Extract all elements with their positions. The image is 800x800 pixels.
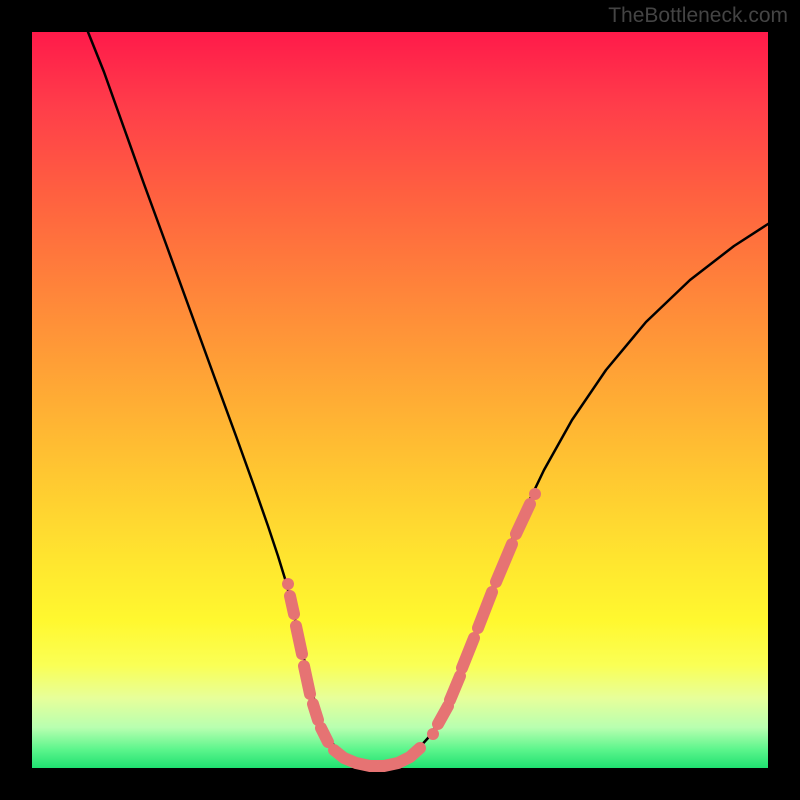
accent-left-seg-4 (321, 728, 328, 742)
accent-right-dot-1 (529, 488, 541, 500)
plot-background (32, 32, 768, 768)
accent-left-seg-3 (313, 704, 318, 720)
bottleneck-chart (0, 0, 800, 800)
accent-right-dot-0 (427, 728, 439, 740)
accent-left-seg-0 (290, 596, 294, 614)
accent-left-dot-0 (282, 578, 294, 590)
accent-left-seg-1 (296, 626, 302, 654)
watermark-text: TheBottleneck.com (608, 4, 788, 28)
accent-left-seg-2 (304, 666, 310, 694)
